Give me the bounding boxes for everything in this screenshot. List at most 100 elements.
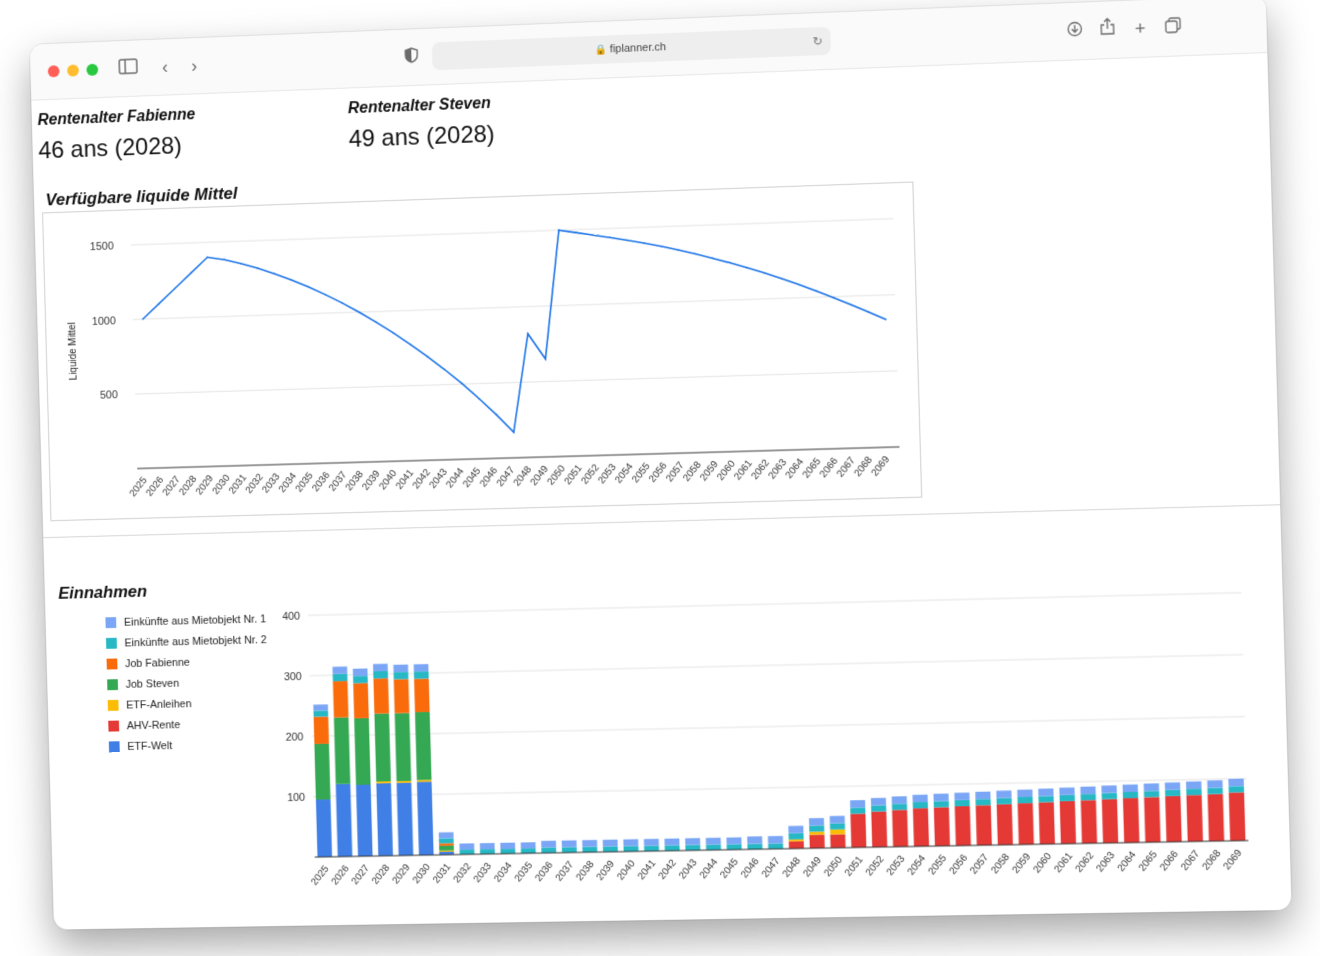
x-tick-label: 2048 <box>781 855 804 880</box>
y-axis-label: Liquide Mittel <box>67 322 79 380</box>
bar-segment <box>393 664 408 672</box>
bar-segment <box>414 679 430 713</box>
bar-segment <box>1123 798 1139 843</box>
x-tick-label: 2026 <box>144 474 166 498</box>
forward-arrow-icon[interactable]: › <box>181 52 207 79</box>
bar-segment <box>1165 782 1180 790</box>
y-gridline <box>135 371 897 394</box>
x-tick-label: 2056 <box>647 460 670 485</box>
bar-segment <box>313 710 328 716</box>
bar-segment <box>996 791 1011 799</box>
bar-segment <box>996 798 1011 804</box>
x-tick-label: 2068 <box>1200 848 1223 873</box>
legend-swatch <box>106 638 117 649</box>
bar-segment <box>706 838 721 845</box>
bar-segment <box>500 843 515 849</box>
x-tick-label: 2062 <box>749 458 772 482</box>
y-tick-label: 400 <box>282 611 300 623</box>
x-tick-label: 2040 <box>615 858 638 883</box>
bar-segment <box>353 683 369 718</box>
bar-segment <box>706 844 721 850</box>
bar-segment <box>623 839 638 846</box>
bar-segment <box>1229 792 1246 841</box>
minimize-window-button[interactable] <box>67 64 79 76</box>
bar-segment <box>975 792 990 800</box>
bar-segment <box>789 839 804 841</box>
close-window-button[interactable] <box>48 65 60 77</box>
share-icon[interactable] <box>1094 16 1121 43</box>
y-tick-label: 1500 <box>90 241 114 254</box>
x-tick-label: 2039 <box>595 858 618 883</box>
bar-segment <box>954 793 969 801</box>
liquid-chart-container: 500 1000 1500 Liquide Mittel 2025 2026 2027 202… <box>42 182 922 522</box>
y-gridline <box>311 717 1245 737</box>
bar-segment <box>644 845 659 851</box>
x-tick-label: 2050 <box>822 854 845 879</box>
bar-segment <box>665 845 680 851</box>
bar-segment <box>747 836 762 844</box>
bar-segment <box>414 671 429 679</box>
y-gridline <box>131 219 893 245</box>
bar-segment <box>603 846 618 852</box>
bar-segment <box>521 848 536 853</box>
bar-segment <box>727 844 742 850</box>
x-tick-label: 2036 <box>533 859 556 884</box>
y-tick-label: 300 <box>284 671 302 683</box>
new-tab-icon[interactable]: + <box>1127 15 1154 42</box>
shield-icon[interactable] <box>398 44 424 71</box>
tab-overview-icon[interactable] <box>1159 14 1186 41</box>
x-tick-label: 2059 <box>698 459 721 484</box>
bar-segment <box>685 838 700 845</box>
x-tick-label: 2067 <box>1179 848 1202 873</box>
bar-segment <box>439 838 454 843</box>
x-tick-label: 2061 <box>732 458 755 483</box>
browser-window: ‹ › 🔒 fiplanner.ch ↻ + Rentenalter Fabien… <box>30 0 1292 930</box>
income-legend: Einkünfte aus Mietobjekt Nr. 1 Einkünfte … <box>105 608 270 757</box>
zoom-window-button[interactable] <box>86 64 98 76</box>
x-tick-label: 2030 <box>411 862 433 886</box>
bar-segment <box>1123 792 1138 798</box>
bar-segment <box>933 794 948 802</box>
x-tick-label: 2068 <box>852 454 875 479</box>
x-tick-label: 2061 <box>1052 850 1075 875</box>
bar-segment <box>1017 789 1032 797</box>
bar-segment <box>768 843 783 849</box>
kpi-value: 49 ans (2028) <box>348 121 495 154</box>
bar-segment <box>415 712 432 780</box>
bar-segment <box>1186 795 1203 842</box>
x-tick-label: 2026 <box>330 863 352 887</box>
address-bar[interactable]: 🔒 fiplanner.ch ↻ <box>432 27 831 71</box>
lock-icon: 🔒 <box>594 45 607 56</box>
bar-segment <box>500 849 515 854</box>
x-tick-label: 2050 <box>545 463 568 488</box>
page-content: Rentenalter Fabienne 46 ans (2028) Rente… <box>31 53 1291 930</box>
x-tick-label: 2057 <box>968 852 991 876</box>
x-tick-label: 2047 <box>495 465 517 489</box>
bar-segment <box>850 814 866 848</box>
x-tick-label: 2052 <box>579 462 601 486</box>
y-tick-label: 200 <box>285 731 303 743</box>
kpi-retirement-steven: Rentenalter Steven 49 ans (2028) <box>348 95 495 154</box>
legend-label: Job Steven <box>126 677 180 690</box>
bar-segment <box>332 666 347 674</box>
x-tick-label: 2029 <box>194 473 216 497</box>
legend-swatch <box>107 658 118 669</box>
download-icon[interactable] <box>1061 17 1088 44</box>
sidebar-icon[interactable] <box>115 55 141 82</box>
bar-segment <box>397 781 412 783</box>
x-tick-label: 2053 <box>885 853 908 878</box>
x-tick-label: 2060 <box>1031 851 1054 876</box>
x-tick-label: 2069 <box>869 454 892 479</box>
bar-segment <box>997 804 1013 845</box>
x-tick-label: 2044 <box>444 466 467 491</box>
bar-segment <box>439 832 454 838</box>
x-tick-label: 2035 <box>294 470 316 494</box>
bar-segment <box>480 843 495 849</box>
back-arrow-icon[interactable]: ‹ <box>152 54 178 81</box>
reload-icon[interactable]: ↻ <box>812 27 823 56</box>
bar-segment <box>1208 794 1225 841</box>
x-tick-label: 2049 <box>801 855 824 880</box>
bar-segment <box>333 674 348 682</box>
bar-segment <box>934 807 950 846</box>
bar-segment <box>439 843 454 846</box>
